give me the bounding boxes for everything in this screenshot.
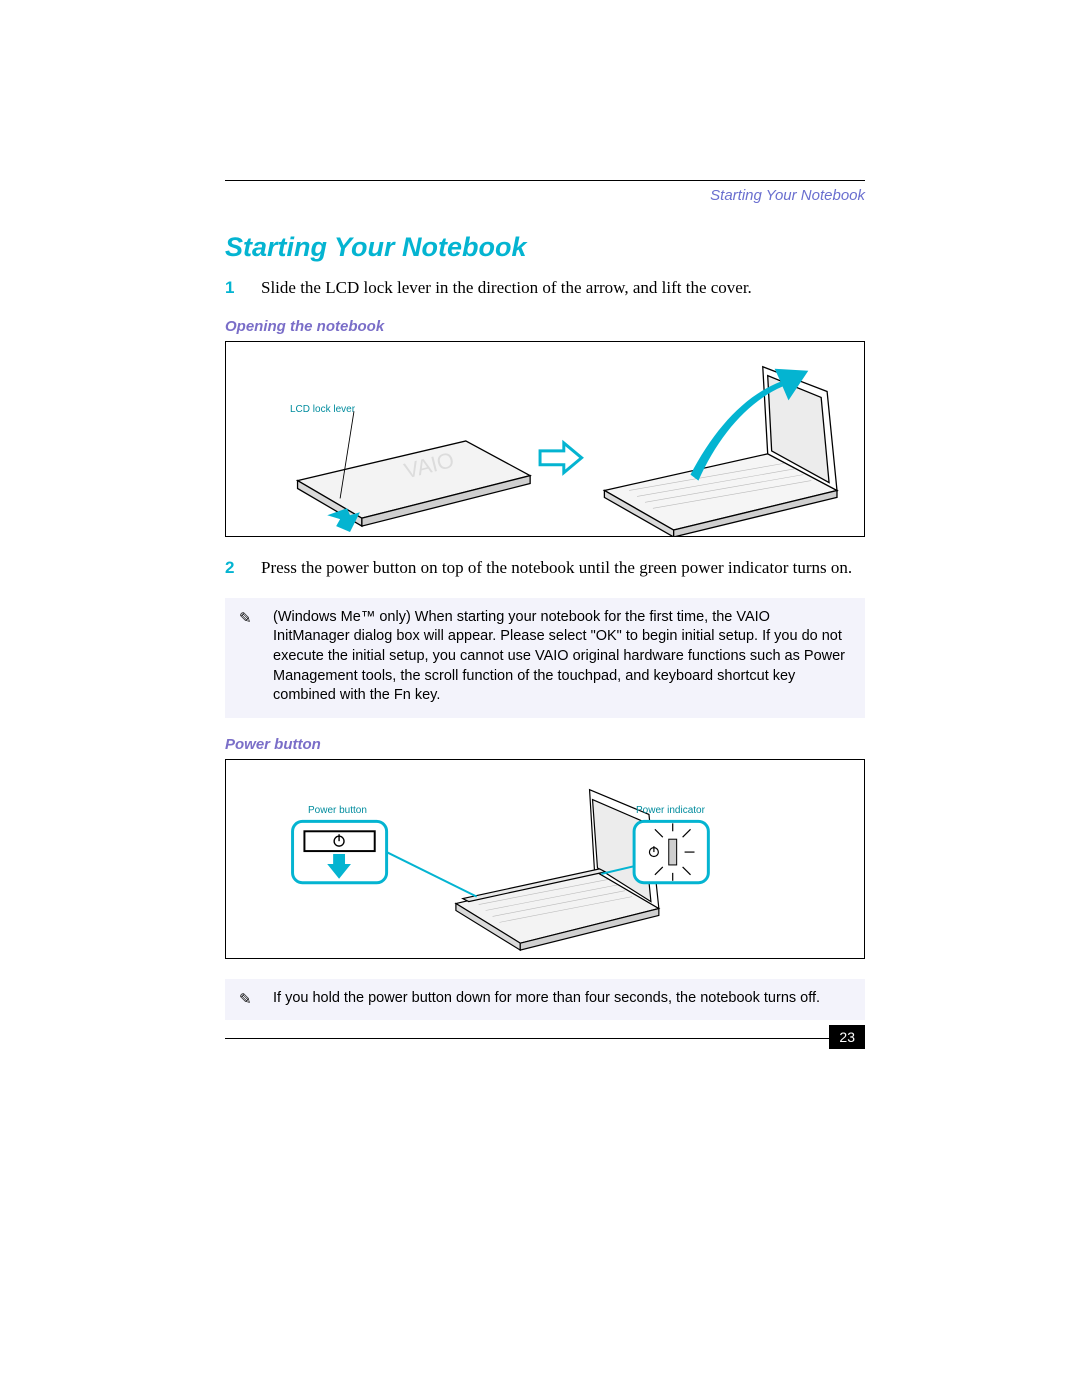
note-icon: ✎ (239, 990, 252, 1010)
figure1-svg: VAIO (226, 342, 864, 536)
power-button-label: Power button (308, 805, 367, 816)
lcd-lock-lever-label: LCD lock lever (290, 404, 355, 415)
figure2-caption: Power button (225, 736, 865, 753)
step-1-number: 1 (225, 277, 239, 300)
step-1: 1 Slide the LCD lock lever in the direct… (225, 277, 865, 300)
top-rule (225, 180, 865, 181)
power-indicator-label: Power indicator (636, 805, 705, 816)
figure-power-button: Power button Power indicator (225, 759, 865, 959)
step-2-text: Press the power button on top of the not… (261, 557, 865, 580)
page-number: 23 (829, 1025, 865, 1049)
note-hold-4s: ✎ If you hold the power button down for … (225, 979, 865, 1021)
footer: 23 (225, 1038, 865, 1039)
page-title: Starting Your Notebook (225, 232, 865, 263)
note-2-text: If you hold the power button down for mo… (273, 990, 820, 1006)
step-1-text: Slide the LCD lock lever in the directio… (261, 277, 865, 300)
figure-opening-notebook: LCD lock lever VAIO (225, 341, 865, 537)
figure2-svg (226, 760, 864, 958)
note-init-manager: ✎ (Windows Me™ only) When starting your … (225, 598, 865, 718)
figure1-caption: Opening the notebook (225, 318, 865, 335)
note-1-text: (Windows Me™ only) When starting your no… (273, 609, 845, 703)
step-2-number: 2 (225, 557, 239, 580)
note-icon: ✎ (239, 609, 252, 629)
step-2: 2 Press the power button on top of the n… (225, 557, 865, 580)
bottom-rule (225, 1038, 865, 1039)
running-head: Starting Your Notebook (225, 187, 865, 204)
